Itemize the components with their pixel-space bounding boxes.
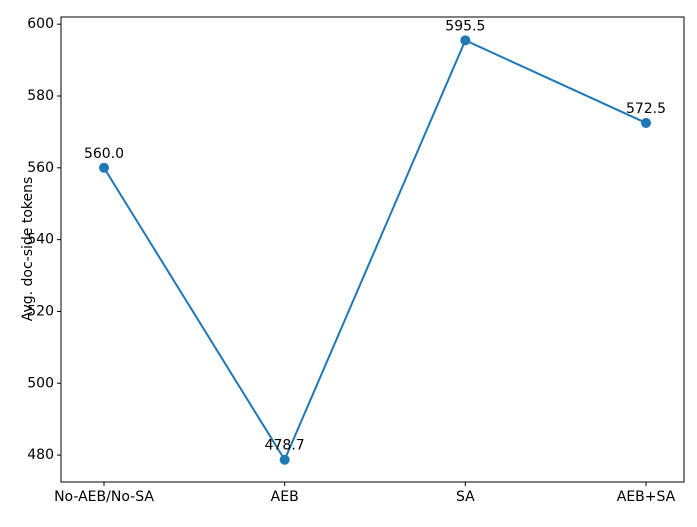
line <box>103 39 647 462</box>
value-label: 560.0 <box>84 146 124 162</box>
value-label: 478.7 <box>265 438 305 454</box>
y-tick-label: 560 <box>27 160 54 176</box>
point <box>279 454 290 465</box>
y-tick-label: 600 <box>27 16 54 32</box>
y-tick-label: 580 <box>27 88 54 104</box>
value-label: 572.5 <box>626 101 666 117</box>
x-tick-label: AEB+SA <box>617 489 676 505</box>
y-tick-label: 480 <box>27 447 54 463</box>
value-label: 595.5 <box>445 18 485 34</box>
y-axis-label: Avg. doc-side tokens <box>20 177 36 322</box>
x-tick-label: AEB <box>271 489 299 505</box>
x-tick-label: SA <box>456 489 475 505</box>
point <box>641 117 651 128</box>
plot-frame <box>60 16 685 483</box>
point <box>99 162 109 173</box>
y-tick-label: 520 <box>27 303 54 319</box>
y-tick-label: 540 <box>27 232 54 248</box>
x-tick-label: No-AEB/No-SA <box>54 489 154 505</box>
point <box>460 35 471 46</box>
y-tick-label: 500 <box>27 375 54 391</box>
